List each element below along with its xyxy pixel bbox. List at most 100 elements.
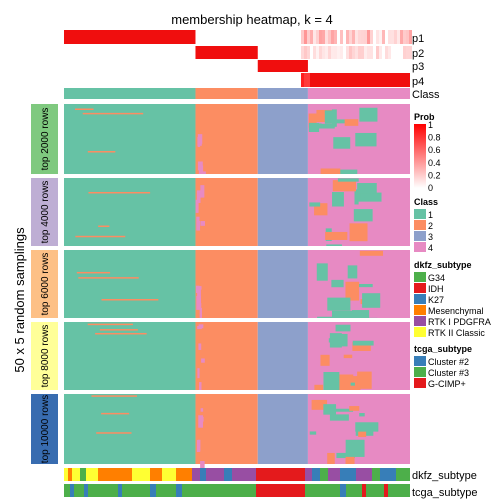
heatmap-noise xyxy=(331,279,344,288)
heatmap-noise xyxy=(320,354,330,366)
dkfz-cell xyxy=(176,468,192,481)
legend-dkfz-swatch xyxy=(414,305,426,315)
heatmap-noise xyxy=(196,190,201,203)
row-group-label-1: top 4000 rows xyxy=(40,181,51,244)
row-group-annotations: top 2000 rows top 4000 rows top 6000 rows t… xyxy=(31,104,58,464)
y-axis-label: 50 x 5 random samplings xyxy=(12,227,27,373)
tcga-cell xyxy=(176,484,182,497)
track-cell xyxy=(394,30,397,44)
track-cell xyxy=(319,30,322,44)
group-separator xyxy=(64,390,410,394)
heatmap-noise xyxy=(199,382,202,393)
heatmap-noise xyxy=(95,332,147,335)
dkfz-cell xyxy=(162,468,176,481)
legend-prob-tick: 0.6 xyxy=(428,145,441,155)
heatmap-noise xyxy=(308,113,317,128)
tcga-cell xyxy=(305,484,340,497)
heatmap-noise xyxy=(347,265,358,279)
dkfz-cell xyxy=(80,468,86,481)
track-cell xyxy=(352,46,355,59)
heatmap-noise xyxy=(354,283,373,288)
dkfz-cell xyxy=(396,468,410,481)
legend-dkfz-label: IDH xyxy=(428,284,444,294)
tcga-cell xyxy=(362,484,366,497)
heatmap-noise xyxy=(313,123,335,129)
legend-dkfz-label: RTK II Classic xyxy=(428,328,485,338)
heatmap-block-3 xyxy=(257,250,308,318)
heatmap-noise xyxy=(343,354,353,359)
legend-prob-tick: 0.8 xyxy=(428,133,441,143)
heatmap-noise xyxy=(353,209,373,222)
heatmap-noise xyxy=(351,310,370,318)
track-cell xyxy=(361,30,364,44)
track-cell xyxy=(301,46,304,59)
heatmap-noise xyxy=(201,358,205,363)
track-block-p3 xyxy=(257,60,308,72)
heatmap-noise xyxy=(197,325,202,330)
heatmap-noise xyxy=(75,235,126,238)
heatmap-noise xyxy=(337,169,358,174)
legend-dkfz-swatch xyxy=(414,294,426,304)
legend-class-label: 3 xyxy=(428,232,433,242)
heatmap-noise xyxy=(316,263,328,281)
track-cell xyxy=(316,30,319,44)
track-cell xyxy=(358,46,361,59)
track-cell xyxy=(313,46,316,59)
heatmap-noise xyxy=(338,333,348,347)
track-label-p4: p4 xyxy=(412,76,424,88)
heatmap-noise xyxy=(334,408,354,412)
heatmap-noise xyxy=(96,432,132,434)
legend-class-swatch xyxy=(414,242,426,252)
group-separator xyxy=(64,318,410,322)
dkfz-cell xyxy=(64,468,68,481)
track-cell xyxy=(376,46,379,59)
tcga-cell xyxy=(384,484,388,497)
heatmap-noise xyxy=(197,289,201,298)
heatmap-noise xyxy=(195,199,199,213)
heatmap-noise xyxy=(362,293,381,308)
track-cell xyxy=(337,46,340,59)
heatmap-noise xyxy=(309,202,321,207)
dkfz-cell xyxy=(340,468,356,481)
heatmap-noise xyxy=(200,171,206,176)
track-cell xyxy=(406,46,409,59)
legend-prob-tick: 1 xyxy=(428,120,433,130)
heatmap-noise xyxy=(91,395,137,397)
heatmap-noise xyxy=(345,439,365,457)
track-cell xyxy=(307,73,310,87)
track-cell xyxy=(349,30,352,44)
legend-dkfz-swatch xyxy=(414,327,426,337)
track-cell xyxy=(376,30,379,44)
heatmap-block-2 xyxy=(195,394,258,464)
class-track-4 xyxy=(307,88,410,99)
track-cell xyxy=(301,30,304,44)
legend-dkfz-title: dkfz_subtype xyxy=(414,260,472,270)
track-cell xyxy=(304,73,307,87)
heatmap-noise xyxy=(323,404,337,415)
track-cell xyxy=(370,46,373,59)
heatmap-noise xyxy=(335,324,351,332)
track-label-p3: p3 xyxy=(412,61,424,73)
dkfz-cell xyxy=(305,468,312,481)
heatmap-block-1 xyxy=(64,322,196,390)
legend-tcga-label: Cluster #2 xyxy=(428,357,469,367)
heatmap-noise xyxy=(349,223,368,242)
legend-class-label: 2 xyxy=(428,221,433,231)
track-cell xyxy=(355,30,358,44)
heatmap-noise xyxy=(354,189,359,205)
heatmap-noise xyxy=(359,250,384,256)
heatmap-noise xyxy=(99,329,138,331)
track-cell xyxy=(319,46,322,59)
dkfz-cell xyxy=(320,468,328,481)
tcga-cell xyxy=(156,484,176,497)
heatmap-noise xyxy=(337,178,359,182)
class-track-2 xyxy=(195,88,258,99)
heatmap-noise xyxy=(332,192,344,207)
row-group-bar-2 xyxy=(31,250,58,318)
track-cell xyxy=(334,46,337,59)
heatmap-noise xyxy=(101,299,159,301)
track-cell xyxy=(361,46,364,59)
heatmap-block-2 xyxy=(195,178,258,246)
heatmap-noise xyxy=(333,137,351,149)
